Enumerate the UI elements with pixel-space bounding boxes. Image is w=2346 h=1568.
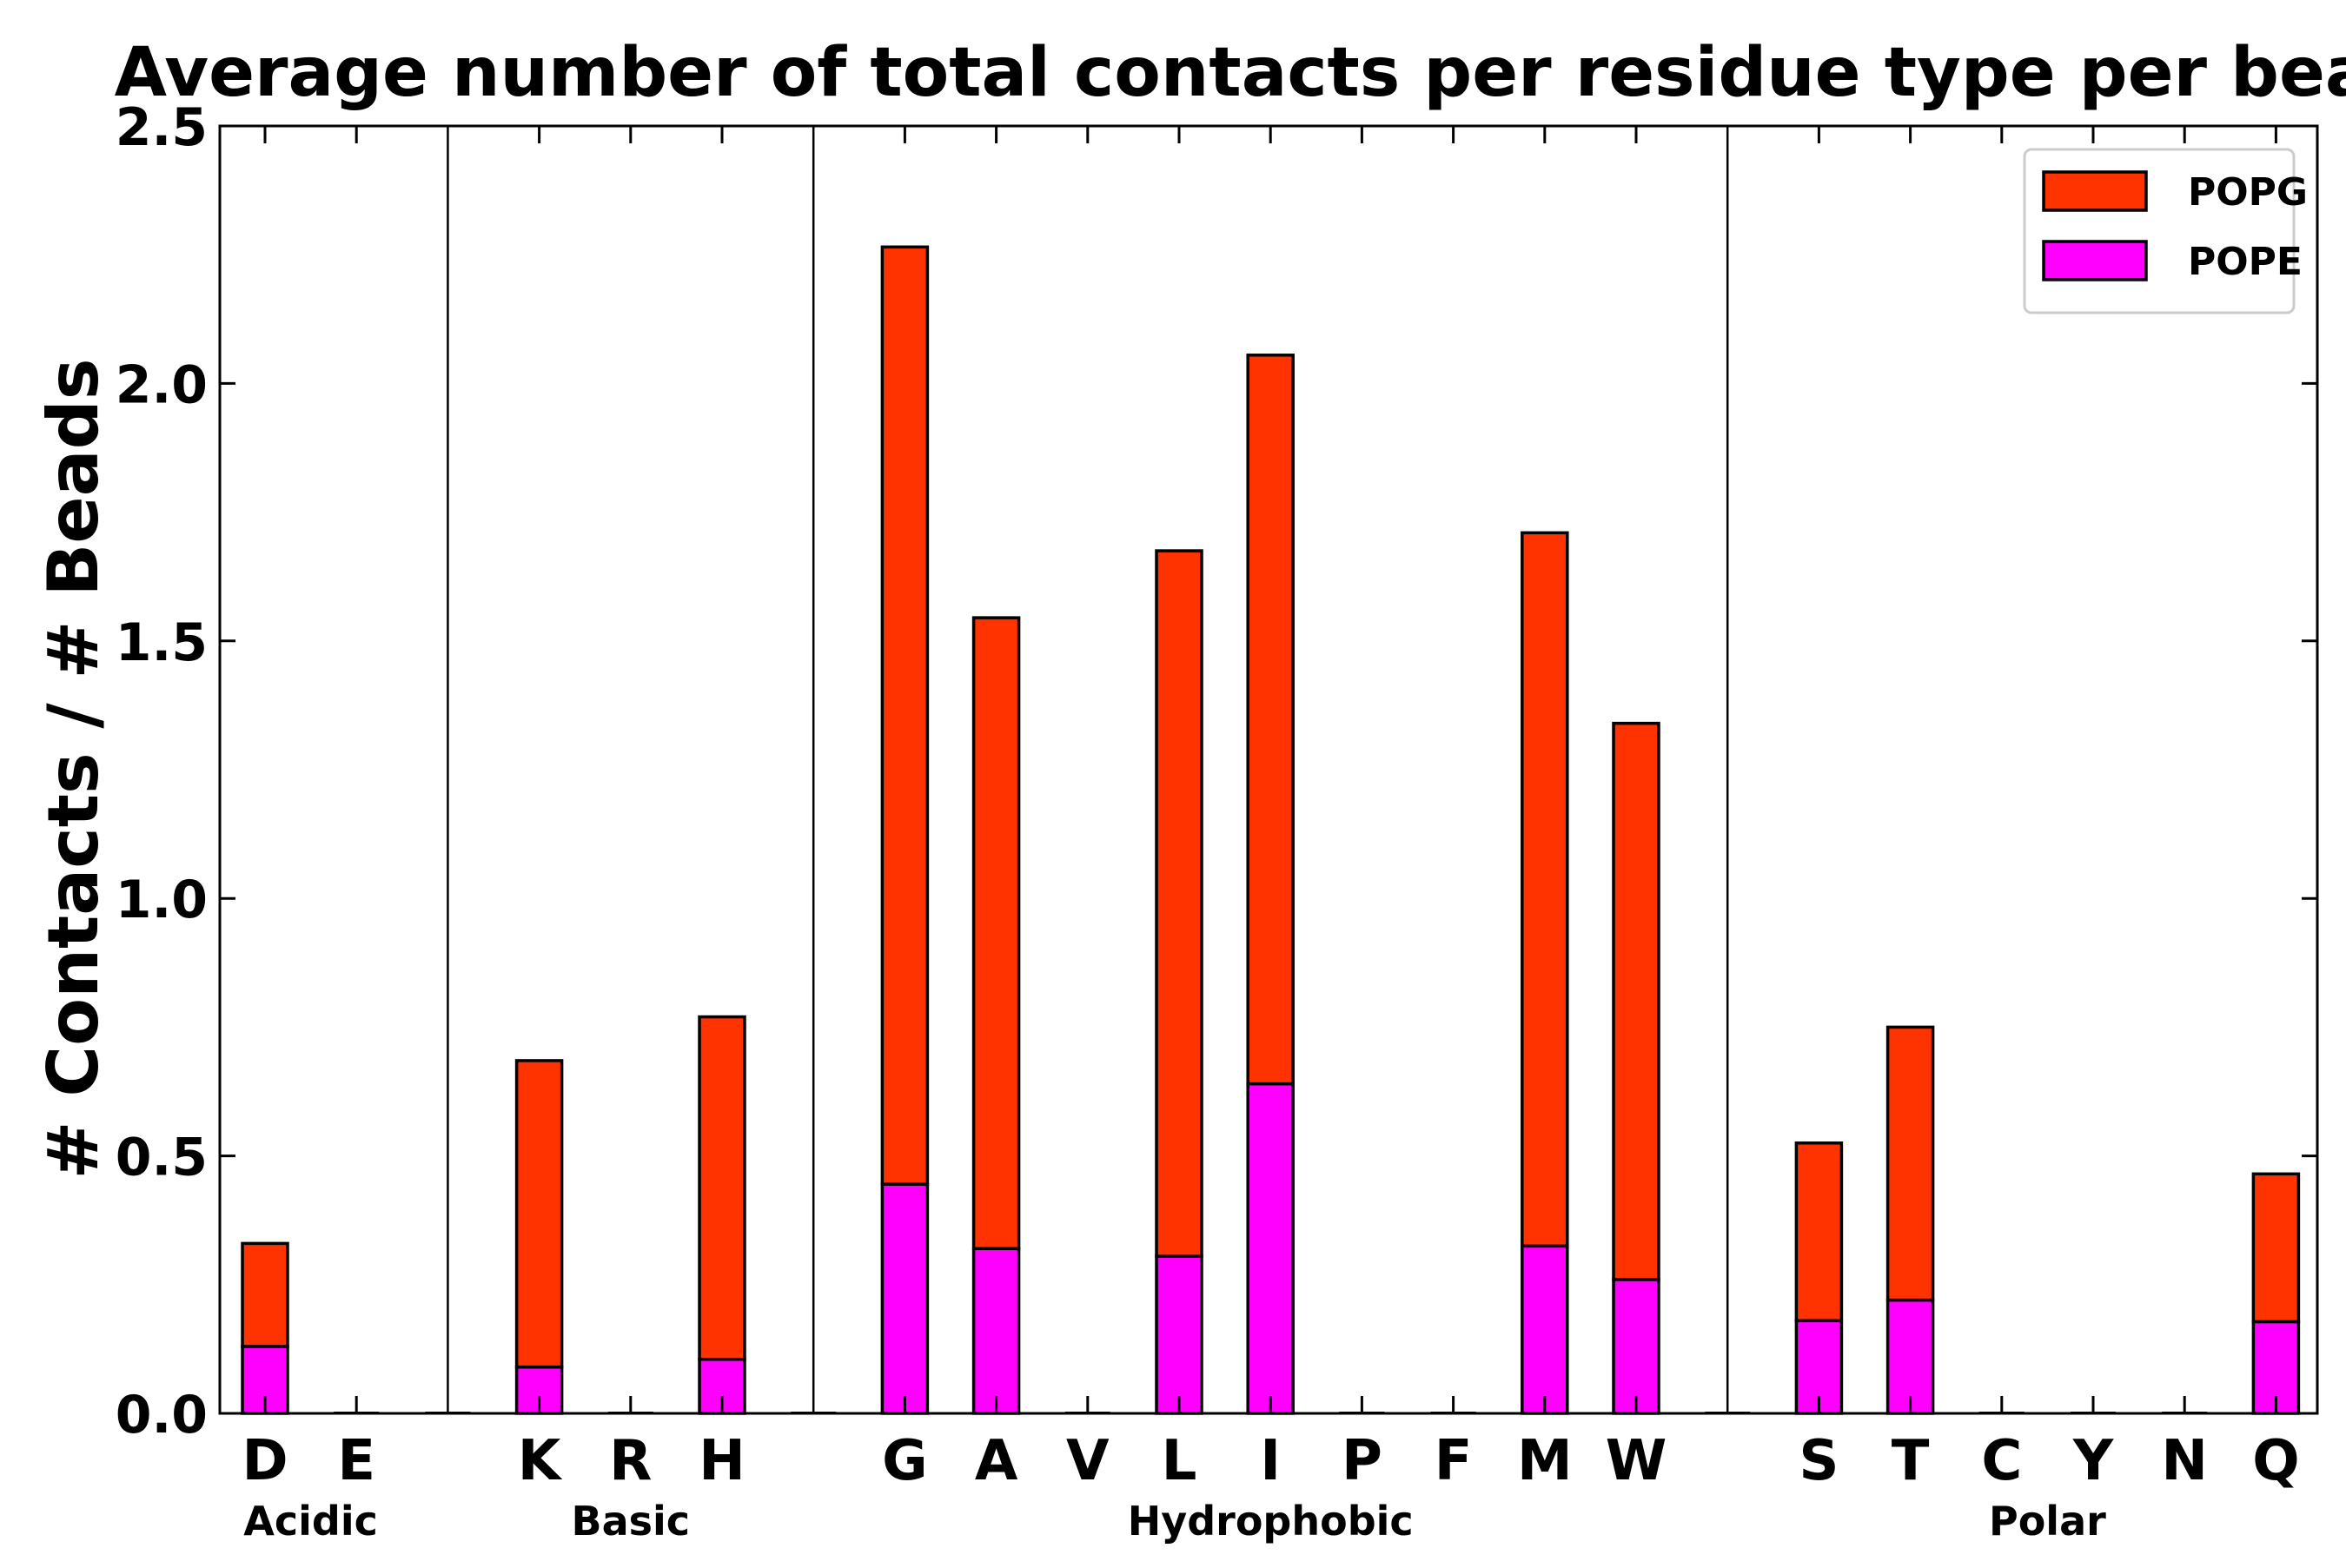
y-tick-label: 1.5 xyxy=(116,612,208,673)
x-tick-label-q: Q xyxy=(2252,1429,2299,1493)
x-tick-label-a: A xyxy=(975,1429,1018,1493)
y-axis-label: # Contacts / # Beads xyxy=(33,359,114,1180)
bar-popg-i xyxy=(1246,354,1295,1086)
bar-popg-h xyxy=(698,1015,746,1361)
group-label-polar: Polar xyxy=(1989,1498,2106,1545)
legend-label-popg: POPG xyxy=(2188,170,2308,215)
bar-popg-l xyxy=(1155,549,1203,1258)
bar-popg-a xyxy=(971,616,1021,1251)
x-tick-label-n: N xyxy=(2161,1429,2208,1493)
legend-swatch-popg xyxy=(2042,170,2148,212)
bar-popg-k xyxy=(514,1059,564,1369)
y-tick-label: 0.5 xyxy=(116,1128,208,1188)
x-tick-label-d: D xyxy=(242,1429,288,1493)
x-tick-label-r: R xyxy=(609,1429,652,1493)
bar-popg-m xyxy=(1521,531,1569,1248)
chart-title: Average number of total contacts per res… xyxy=(115,34,2346,112)
x-tick-label-p: P xyxy=(1342,1429,1382,1493)
bar-pope-a xyxy=(971,1247,1021,1415)
x-tick-label-s: S xyxy=(1799,1429,1839,1493)
x-tick-label-m: M xyxy=(1517,1429,1573,1493)
x-tick-label-g: G xyxy=(882,1429,928,1493)
group-label-acidic: Acidic xyxy=(243,1498,378,1545)
plot-area: 0.0 0.5 1.0 1.5 2.0 2.5 D E K R H G A V L I P F M W S T C Y N Q Ac… xyxy=(116,97,2317,1545)
x-tick-label-i: I xyxy=(1260,1429,1281,1493)
x-tick-label-l: L xyxy=(1162,1429,1197,1493)
x-tick-label-w: W xyxy=(1606,1429,1667,1493)
bar-pope-w xyxy=(1612,1278,1660,1415)
x-tick-label-h: H xyxy=(699,1429,746,1493)
x-tick-label-k: K xyxy=(518,1429,563,1493)
x-tick-label-f: F xyxy=(1435,1429,1473,1493)
bar-pope-h xyxy=(698,1358,746,1415)
bar-popg-q xyxy=(2251,1172,2301,1324)
legend: POPG POPE xyxy=(2023,148,2308,314)
bar-pope-i xyxy=(1246,1082,1295,1415)
legend-swatch-pope xyxy=(2042,240,2148,281)
x-tick-label-e: E xyxy=(337,1429,375,1493)
group-label-basic: Basic xyxy=(572,1498,691,1545)
bar-popg-d xyxy=(241,1241,289,1348)
bar-popg-t xyxy=(1885,1025,1935,1302)
x-tick-label-v: V xyxy=(1066,1429,1110,1493)
bar-popg-g xyxy=(880,245,930,1186)
bar-popg-s xyxy=(1794,1141,1844,1323)
bar-pope-l xyxy=(1155,1254,1203,1415)
bar-pope-m xyxy=(1521,1244,1569,1415)
group-label-hydrophobic: Hydrophobic xyxy=(1128,1498,1414,1545)
bar-popg-w xyxy=(1612,721,1660,1281)
y-tick-label: 2.0 xyxy=(116,354,208,415)
y-tick-label: 2.5 xyxy=(116,97,208,158)
legend-label-pope: POPE xyxy=(2188,240,2303,284)
plot-frame xyxy=(218,124,2319,1415)
bar-pope-g xyxy=(880,1182,930,1415)
x-tick-label-c: C xyxy=(1981,1429,2022,1493)
y-tick-label: 0.0 xyxy=(116,1385,208,1446)
x-tick-label-t: T xyxy=(1892,1429,1930,1493)
y-tick-label: 1.0 xyxy=(116,870,208,930)
bar-pope-t xyxy=(1885,1298,1935,1415)
x-tick-label-y: Y xyxy=(2072,1429,2114,1493)
